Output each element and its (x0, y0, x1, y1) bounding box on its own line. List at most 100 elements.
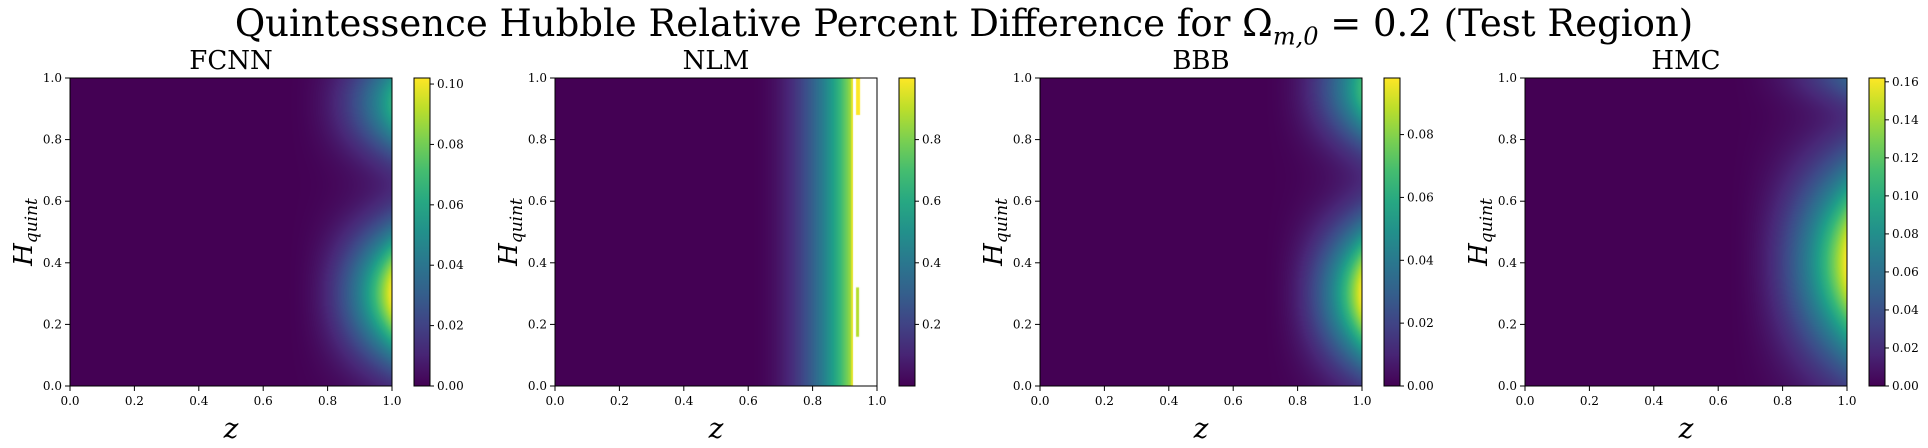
x-tick-label: 0.6 (1709, 394, 1728, 408)
x-axis-label: z (223, 412, 239, 445)
colorbar-tick-label: 0.8 (922, 133, 941, 147)
panel-title: HMC (1651, 46, 1721, 76)
x-tick-label: 1.0 (382, 394, 401, 408)
plot-frame (554, 77, 878, 387)
colorbar (1383, 77, 1401, 387)
y-tick-label: 0.6 (43, 194, 62, 208)
colorbar-tick-label: 0.06 (1892, 265, 1919, 279)
colorbar-tick-label: 0.02 (1892, 341, 1919, 355)
axes-overlay: 0.0 0.2 0.4 0.6 0.8 1.0 0.0 0.2 0.4 0.6 0.8 1.0 z Hqu… (1464, 71, 1919, 445)
x-tick-label: 0.6 (1224, 394, 1243, 408)
y-axis-label: Hquint (9, 198, 42, 267)
y-tick-label: 0.2 (43, 317, 62, 331)
y-axis-label: Hquint (1464, 198, 1497, 267)
colorbar-tick-label: 0.04 (1892, 303, 1919, 317)
x-tick-label: 0.0 (1030, 394, 1049, 408)
y-tick-label: 0.6 (528, 194, 547, 208)
panel-nlm: NLM 0.0 0.2 0.4 0.6 0.8 1.0 0.0 0.2 0.4 0.6 0.8 1.0 z… (485, 0, 965, 448)
x-tick-label: 0.4 (189, 394, 208, 408)
y-tick-label: 0.8 (528, 133, 547, 147)
colorbar (1868, 77, 1886, 387)
colorbar-tick-label: 0.6 (922, 194, 941, 208)
colorbar-tick-label: 0.10 (1892, 189, 1919, 203)
colorbar-tick-label: 0.08 (1407, 128, 1434, 142)
x-tick-label: 1.0 (867, 394, 886, 408)
heatmap-image (1040, 78, 1362, 386)
colorbar-tick-label: 0.10 (437, 77, 464, 91)
plot-frame (69, 77, 393, 387)
heatmap-image (1525, 78, 1847, 386)
colorbar-tick-label: 0.00 (437, 379, 464, 393)
x-tick-label: 0.4 (1159, 394, 1178, 408)
x-tick-label: 0.2 (125, 394, 144, 408)
y-tick-label: 0.0 (528, 379, 547, 393)
colorbar-tick-label: 0.08 (1892, 227, 1919, 241)
panel-title: BBB (1172, 46, 1230, 76)
x-tick-label: 0.8 (803, 394, 822, 408)
figure-title-text: Quintessence Hubble Relative Percent Dif… (234, 2, 1273, 45)
x-tick-label: 0.8 (1288, 394, 1307, 408)
y-tick-label: 0.8 (43, 133, 62, 147)
colorbar-tick-label: 0.2 (922, 317, 941, 331)
y-tick-label: 1.0 (528, 71, 547, 85)
colorbar-tick-label: 0.00 (1892, 379, 1919, 393)
panel-title: FCNN (189, 46, 273, 76)
panel-title: NLM (682, 46, 750, 76)
y-axis-label: Hquint (494, 198, 527, 267)
y-tick-label: 0.2 (528, 317, 547, 331)
colorbar-tick-label: 0.02 (1407, 316, 1434, 330)
axes-overlay: 0.0 0.2 0.4 0.6 0.8 1.0 0.0 0.2 0.4 0.6 0.8 1.0 z Hqu… (979, 71, 1434, 445)
x-axis-label: z (1193, 412, 1209, 445)
y-tick-label: 0.4 (43, 256, 62, 270)
colorbar-tick-label: 0.04 (437, 258, 464, 272)
y-tick-label: 0.0 (1498, 379, 1517, 393)
axes-overlay: 0.0 0.2 0.4 0.6 0.8 1.0 0.0 0.2 0.4 0.6 0.8 1.0 z Hqu… (494, 71, 941, 445)
y-tick-label: 0.8 (1013, 133, 1032, 147)
x-tick-label: 0.8 (1773, 394, 1792, 408)
colorbar-tick-label: 0.06 (1407, 190, 1434, 204)
y-tick-label: 1.0 (43, 71, 62, 85)
x-tick-label: 1.0 (1352, 394, 1371, 408)
y-tick-label: 1.0 (1498, 71, 1517, 85)
colorbar-tick-label: 0.4 (922, 256, 941, 270)
x-tick-label: 0.4 (674, 394, 693, 408)
panel-bbb: BBB 0.0 0.2 0.4 0.6 0.8 1.0 0.0 0.2 0.4 0.6 0.8 1.0 z… (970, 0, 1450, 448)
panel-fcnn: FCNN 0.0 0.2 0.4 0.6 0.8 1.0 0.0 0.2 0.4 0.6 0.8 1.0… (0, 0, 480, 448)
figure-title-subscript: m,0 (1272, 22, 1319, 51)
heatmap-image (555, 78, 877, 386)
x-axis-label: z (1678, 412, 1694, 445)
y-tick-label: 0.8 (1498, 133, 1517, 147)
colorbar-tick-label: 0.16 (1892, 75, 1919, 89)
y-tick-label: 0.6 (1013, 194, 1032, 208)
y-tick-label: 0.4 (1013, 256, 1032, 270)
x-tick-label: 0.4 (1644, 394, 1663, 408)
x-tick-label: 0.6 (739, 394, 758, 408)
colorbar-tick-label: 0.02 (437, 319, 464, 333)
x-tick-label: 0.0 (60, 394, 79, 408)
plot-frame (1524, 77, 1848, 387)
x-tick-label: 0.2 (1580, 394, 1599, 408)
panel-hmc: HMC 0.0 0.2 0.4 0.6 0.8 1.0 0.0 0.2 0.4 0.6 0.8 1.0 z… (1455, 0, 1928, 448)
y-tick-label: 0.6 (1498, 194, 1517, 208)
y-tick-label: 1.0 (1013, 71, 1032, 85)
colorbar (413, 77, 431, 387)
y-tick-label: 0.2 (1013, 317, 1032, 331)
x-tick-label: 0.8 (318, 394, 337, 408)
x-tick-label: 0.6 (254, 394, 273, 408)
y-tick-label: 0.2 (1498, 317, 1517, 331)
heatmap-image (70, 78, 392, 386)
colorbar-tick-label: 0.00 (1407, 379, 1434, 393)
figure-title: Quintessence Hubble Relative Percent Dif… (0, 2, 1928, 50)
plot-frame (1039, 77, 1363, 387)
y-tick-label: 0.0 (1013, 379, 1032, 393)
axes-overlay: 0.0 0.2 0.4 0.6 0.8 1.0 0.0 0.2 0.4 0.6 0.8 1.0 z Hqu… (9, 71, 464, 445)
x-tick-label: 0.0 (545, 394, 564, 408)
x-tick-label: 0.0 (1515, 394, 1534, 408)
colorbar-tick-label: 0.04 (1407, 253, 1434, 267)
y-tick-label: 0.4 (528, 256, 547, 270)
y-tick-label: 0.0 (43, 379, 62, 393)
colorbar-tick-label: 0.08 (437, 137, 464, 151)
colorbar (898, 77, 916, 387)
x-tick-label: 0.2 (1095, 394, 1114, 408)
colorbar-tick-label: 0.06 (437, 198, 464, 212)
